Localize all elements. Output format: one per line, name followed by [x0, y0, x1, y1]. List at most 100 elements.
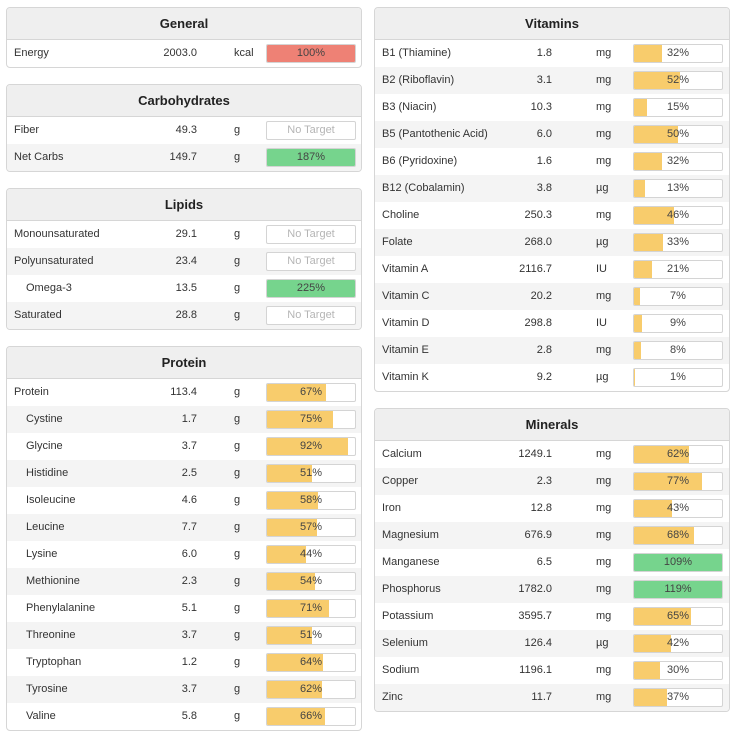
nutrient-label: Tryptophan [26, 656, 82, 668]
target-progress-fill [634, 207, 675, 224]
target-progress-fill [267, 708, 326, 725]
carbohydrates-panel: Carbohydrates Fiber 49.3 g No Target Net Car… [6, 84, 362, 172]
target-progress-bar: 64% [266, 653, 356, 672]
target-progress-bar: 225% [266, 279, 356, 298]
target-progress-bar: 33% [633, 233, 723, 252]
nutrient-amount: 9.2 [536, 371, 552, 383]
target-progress-bar: 21% [633, 260, 723, 279]
nutrient-unit: g [234, 683, 241, 695]
nutrient-label: Omega-3 [26, 282, 72, 294]
nutrient-label: Methionine [26, 575, 80, 587]
nutrient-label: Vitamin K [382, 371, 429, 383]
target-progress-fill [634, 288, 641, 305]
nutrient-row-methionine: Methionine 2.3 g 54% [7, 568, 361, 595]
nutrient-unit: mg [596, 529, 612, 541]
nutrient-amount: 676.9 [524, 529, 552, 541]
nutrient-amount: 1782.0 [518, 583, 552, 595]
target-progress-fill [634, 635, 671, 652]
nutrient-row-iron: Iron 12.8 mg 43% [375, 495, 729, 522]
nutrient-amount: 10.3 [530, 101, 552, 113]
nutrient-amount: 23.4 [175, 255, 197, 267]
nutrient-row-b5-pantothenic-acid: B5 (Pantothenic Acid) 6.0 mg 50% [375, 121, 729, 148]
target-progress-fill [634, 500, 672, 517]
nutrient-label: Glycine [26, 440, 63, 452]
nutrient-row-fiber: Fiber 49.3 g No Target [7, 117, 361, 144]
nutrient-row-cystine: Cystine 1.7 g 75% [7, 406, 361, 433]
target-percent-label: 21% [666, 263, 690, 275]
nutrient-unit: µg [596, 637, 609, 649]
nutrient-row-omega-3: Omega-3 13.5 g 225% [7, 275, 361, 302]
target-progress-bar: 75% [266, 410, 356, 429]
target-progress-fill [267, 438, 348, 455]
nutrient-label: Polyunsaturated [14, 255, 94, 267]
target-progress-fill [634, 72, 680, 89]
target-percent-label: 62% [299, 683, 323, 695]
nutrient-amount: 28.8 [175, 309, 197, 321]
target-progress-fill [267, 280, 355, 297]
nutrient-amount: 2003.0 [163, 47, 197, 59]
target-percent-label: 15% [666, 101, 690, 113]
target-progress-bar: 37% [633, 688, 723, 707]
target-percent-label: 8% [670, 344, 686, 356]
target-percent-label: 65% [666, 610, 690, 622]
nutrient-unit: mg [596, 556, 612, 568]
nutrient-label: Net Carbs [14, 151, 64, 163]
target-percent-label: 42% [666, 637, 690, 649]
nutrient-amount: 4.6 [181, 494, 197, 506]
nutrient-amount: 3595.7 [518, 610, 552, 622]
nutrient-label: B6 (Pyridoxine) [382, 155, 458, 167]
target-progress-bar: 46% [633, 206, 723, 225]
target-percent-label: 51% [299, 629, 323, 641]
target-progress-fill [634, 473, 702, 490]
nutrient-amount: 20.2 [530, 290, 552, 302]
target-percent-label: 62% [666, 448, 690, 460]
nutrient-row-saturated: Saturated 28.8 g No Target [7, 302, 361, 329]
nutrient-row-protein: Protein 113.4 g 67% [7, 379, 361, 406]
nutrient-unit: mg [596, 448, 612, 460]
target-percent-label: 100% [296, 47, 326, 59]
target-percent-label: 54% [299, 575, 323, 587]
nutrient-unit: g [234, 309, 241, 321]
nutrient-row-valine: Valine 5.8 g 66% [7, 703, 361, 730]
target-progress-bar: 65% [633, 607, 723, 626]
nutrient-row-vitamin-k: Vitamin K 9.2 µg 1% [375, 364, 729, 391]
nutrient-amount: 2.5 [181, 467, 197, 479]
target-progress-bar: 58% [266, 491, 356, 510]
target-progress-fill [267, 149, 355, 166]
target-progress-fill [267, 45, 355, 62]
nutrient-amount: 2.3 [181, 575, 197, 587]
nutrient-row-polyunsaturated: Polyunsaturated 23.4 g No Target [7, 248, 361, 275]
nutrient-row-phosphorus: Phosphorus 1782.0 mg 119% [375, 576, 729, 603]
nutrient-label: B5 (Pantothenic Acid) [382, 128, 488, 140]
target-progress-fill [634, 45, 663, 62]
nutrient-row-manganese: Manganese 6.5 mg 109% [375, 549, 729, 576]
nutrient-unit: IU [596, 263, 607, 275]
nutrient-amount: 6.0 [536, 128, 552, 140]
nutrient-unit: g [234, 629, 241, 641]
nutrient-label: Sodium [382, 664, 420, 676]
nutrient-row-vitamin-d: Vitamin D 298.8 IU 9% [375, 310, 729, 337]
target-progress-bar: 54% [266, 572, 356, 591]
target-percent-label: 46% [666, 209, 690, 221]
nutrient-amount: 126.4 [524, 637, 552, 649]
nutrient-unit: g [234, 548, 241, 560]
target-progress-bar: No Target [266, 252, 356, 271]
nutrient-label: Histidine [26, 467, 69, 479]
nutrient-label: Energy [14, 47, 49, 59]
target-progress-fill [634, 446, 689, 463]
target-progress-bar: 62% [266, 680, 356, 699]
target-percent-label: 9% [670, 317, 686, 329]
nutrient-label: Phenylalanine [26, 602, 96, 614]
target-percent-label: 30% [666, 664, 690, 676]
target-progress-fill [267, 492, 319, 509]
target-progress-fill [634, 261, 653, 278]
target-percent-label: 37% [666, 691, 690, 703]
target-percent-label: 43% [666, 502, 690, 514]
target-progress-fill [267, 654, 324, 671]
nutrient-amount: 149.7 [169, 151, 197, 163]
nutrient-unit: mg [596, 101, 612, 113]
nutrient-amount: 11.7 [531, 691, 552, 703]
nutrient-row-b12-cobalamin: B12 (Cobalamin) 3.8 µg 13% [375, 175, 729, 202]
nutrient-amount: 1.2 [181, 656, 197, 668]
target-percent-label: 44% [299, 548, 323, 560]
